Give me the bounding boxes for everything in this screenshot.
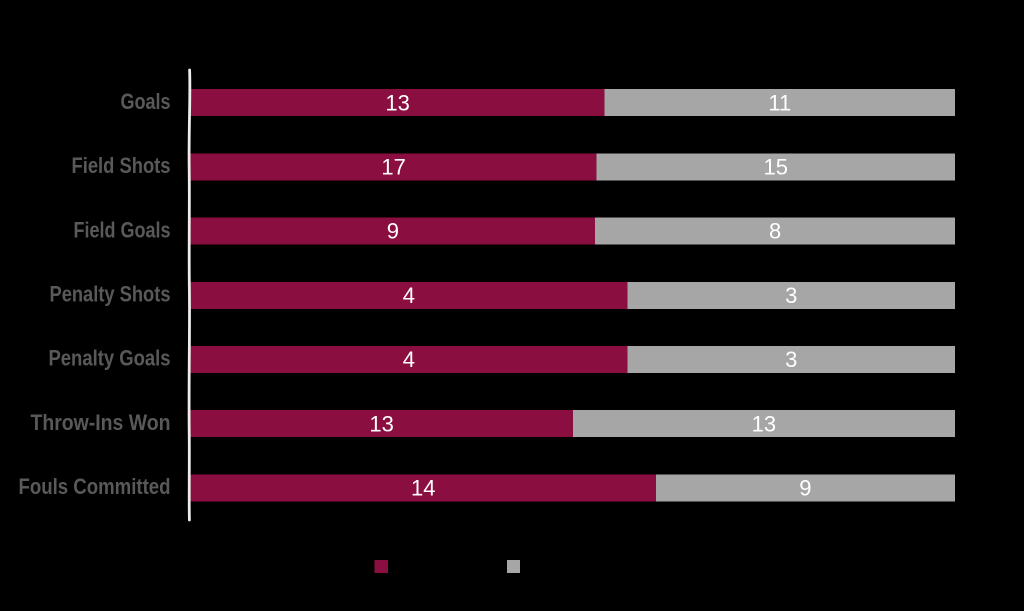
svg-text:Field Goals: Field Goals bbox=[74, 217, 171, 242]
svg-text:4: 4 bbox=[403, 283, 415, 308]
svg-text:Field Shots: Field Shots bbox=[72, 153, 171, 178]
svg-text:Goals: Goals bbox=[121, 89, 171, 114]
svg-text:13: 13 bbox=[752, 411, 776, 436]
svg-text:3: 3 bbox=[785, 283, 797, 308]
svg-text:Penalty Goals: Penalty Goals bbox=[49, 346, 171, 371]
svg-text:4: 4 bbox=[403, 347, 415, 372]
svg-text:Throw-Ins Won: Throw-Ins Won bbox=[31, 410, 171, 435]
svg-text:3: 3 bbox=[785, 347, 797, 372]
svg-text:8: 8 bbox=[769, 219, 781, 244]
svg-text:Penalty Shots: Penalty Shots bbox=[50, 282, 171, 307]
svg-text:13: 13 bbox=[385, 90, 409, 115]
svg-text:9: 9 bbox=[387, 219, 399, 244]
svg-text:17: 17 bbox=[381, 155, 405, 180]
svg-text:9: 9 bbox=[799, 476, 811, 501]
svg-text:13: 13 bbox=[369, 411, 393, 436]
svg-text:11: 11 bbox=[768, 90, 791, 115]
svg-text:14: 14 bbox=[411, 476, 435, 501]
svg-text:15: 15 bbox=[764, 155, 788, 180]
svg-text:Fouls Committed: Fouls Committed bbox=[19, 474, 171, 499]
